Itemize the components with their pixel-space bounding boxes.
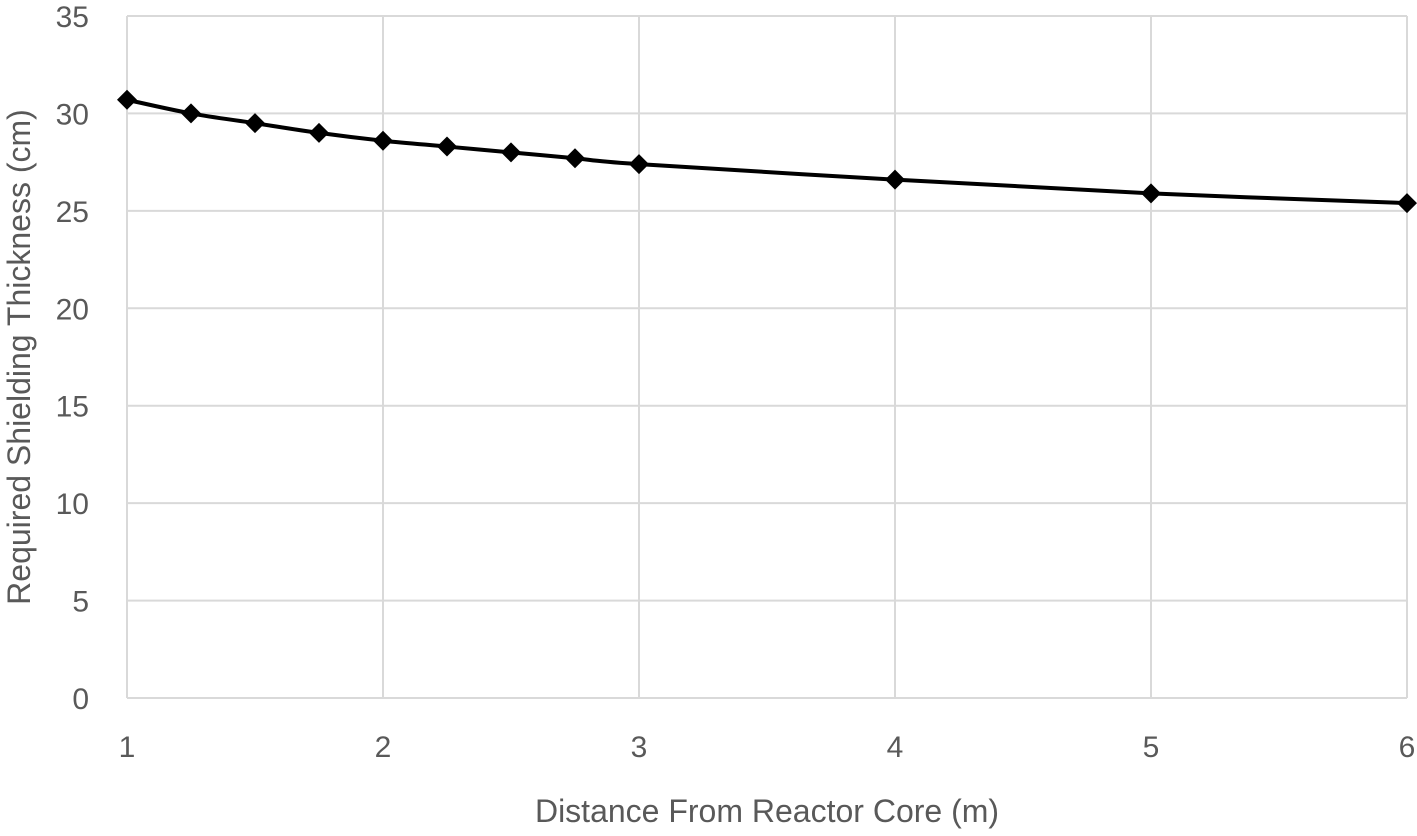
y-tick-label: 15	[56, 391, 89, 424]
x-tick-label: 3	[631, 731, 648, 764]
y-tick-label: 5	[72, 586, 89, 619]
x-tick-label: 5	[1143, 731, 1160, 764]
x-tick-labels: 1 2 3 4 5 6	[119, 731, 1416, 764]
y-tick-label: 20	[56, 293, 89, 326]
x-tick-label: 6	[1399, 731, 1416, 764]
y-axis-label: Required Shielding Thickness (cm)	[1, 109, 37, 605]
data-point-diamond	[437, 136, 457, 157]
data-point-diamond	[1397, 193, 1417, 214]
x-tick-label: 1	[119, 731, 136, 764]
data-point-diamond	[309, 122, 329, 143]
series-line	[126, 97, 1408, 206]
x-tick-label: 2	[375, 731, 392, 764]
x-axis-label: Distance From Reactor Core (m)	[535, 793, 999, 829]
data-point-diamond	[629, 154, 649, 175]
y-tick-label: 35	[56, 1, 89, 34]
data-point-diamond	[565, 148, 585, 169]
data-point-diamond	[885, 169, 905, 190]
y-tick-label: 0	[72, 683, 89, 716]
series-markers	[117, 89, 1417, 214]
y-tick-label: 10	[56, 488, 89, 521]
data-point-diamond	[117, 89, 137, 110]
data-point-diamond	[245, 113, 265, 134]
data-point-diamond	[1141, 183, 1161, 204]
x-tick-label: 4	[887, 731, 904, 764]
y-tick-label: 30	[56, 98, 89, 131]
data-point-diamond	[181, 103, 201, 124]
y-tick-label: 25	[56, 196, 89, 229]
gridlines	[126, 15, 1408, 699]
y-tick-labels: 0 5 10 15 20 25 30 35	[56, 1, 89, 716]
data-point-diamond	[501, 142, 521, 163]
data-point-diamond	[373, 130, 393, 151]
